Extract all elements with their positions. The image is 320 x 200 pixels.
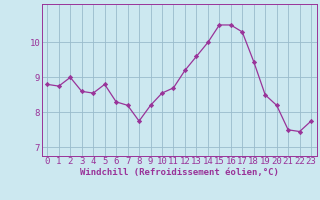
X-axis label: Windchill (Refroidissement éolien,°C): Windchill (Refroidissement éolien,°C) bbox=[80, 168, 279, 177]
